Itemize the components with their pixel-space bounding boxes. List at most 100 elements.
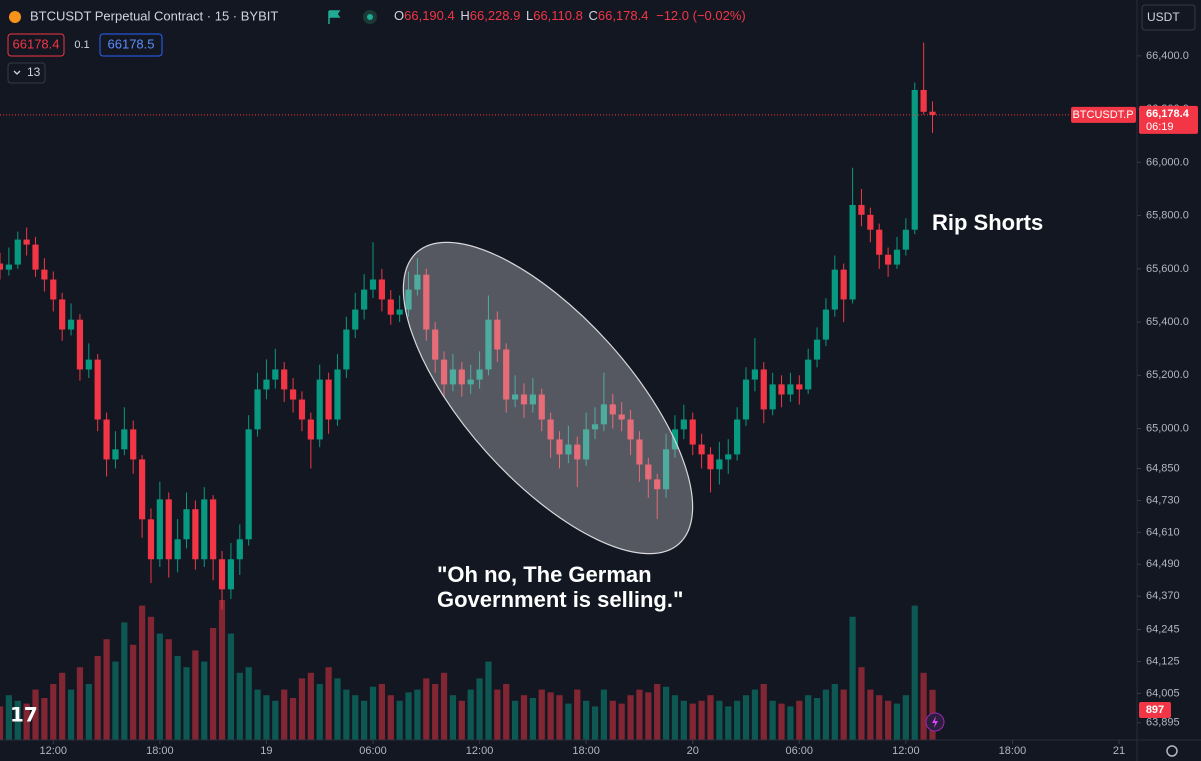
candle-body — [716, 459, 723, 470]
candle-body — [503, 349, 510, 400]
indicators-toggle[interactable] — [7, 62, 46, 84]
candle-body — [263, 379, 270, 390]
annotation: Rip Shorts — [932, 210, 1043, 235]
candle-body — [59, 299, 66, 330]
volume-bar — [369, 686, 377, 740]
candle-body — [476, 369, 483, 380]
candle-body — [813, 339, 821, 360]
y-tick-label: 65,400.0 — [1146, 316, 1189, 328]
volume-bar — [147, 616, 155, 740]
volume-bar — [289, 698, 297, 740]
volume-bar — [760, 684, 767, 740]
candle-body — [556, 439, 563, 455]
ohlc-value: 66,110.8 — [533, 8, 583, 23]
candle-body — [201, 499, 208, 560]
volume-bar — [662, 686, 670, 740]
settings-icon[interactable] — [1166, 745, 1178, 757]
volume-bar — [813, 698, 821, 740]
candle-body — [5, 264, 12, 270]
volume-bar — [902, 695, 909, 740]
volume-bar — [103, 639, 110, 740]
volume-bar — [511, 700, 519, 740]
volume-bar — [387, 695, 394, 740]
volume-bar — [263, 695, 270, 740]
volume-bar — [130, 644, 137, 740]
volume-bar — [50, 684, 57, 740]
candle-body — [654, 479, 661, 490]
volume-bar — [796, 700, 803, 740]
volume-label: 897 — [1146, 704, 1164, 716]
symbol-label-box — [1071, 106, 1136, 123]
candle-body — [485, 319, 492, 370]
volume-bar — [59, 672, 66, 740]
volume-bar — [405, 692, 412, 740]
volume-bar — [556, 695, 563, 740]
candle-body — [725, 454, 732, 460]
candle-body — [760, 369, 767, 410]
currency-button[interactable] — [1141, 4, 1196, 31]
volume-bar — [831, 684, 838, 740]
volume-bar — [707, 695, 714, 740]
candle-body — [23, 239, 30, 245]
candle-body — [130, 429, 137, 460]
candle-body — [911, 89, 918, 230]
volume-bar — [920, 672, 927, 740]
candle-body — [520, 394, 528, 405]
candle-body — [734, 419, 741, 455]
volume-bar — [245, 667, 252, 740]
volume-bar — [574, 689, 581, 740]
tv-logo: 𝟭𝟳 — [10, 704, 38, 726]
candle-body — [449, 369, 457, 385]
volume-bar — [467, 689, 474, 740]
volume-bar — [316, 684, 323, 740]
candle-body — [787, 384, 794, 395]
volume-bar — [547, 692, 554, 740]
candle-body — [316, 379, 323, 440]
spread: 0.1 — [74, 39, 89, 51]
candle-body — [902, 229, 909, 250]
volume-bar — [121, 622, 128, 740]
x-tick-label: 20 — [687, 745, 699, 757]
volume-bar — [476, 678, 483, 740]
candle-body — [467, 379, 474, 385]
volume-bar — [236, 672, 243, 740]
candle-body — [50, 279, 57, 300]
candle-body — [272, 369, 279, 380]
candle-body — [600, 404, 608, 425]
candle-body — [840, 269, 847, 300]
candle-body — [636, 439, 643, 465]
axes: 66,400.066,200.066,000.065,800.065,600.0… — [40, 50, 1198, 757]
volume-label-box — [1139, 702, 1171, 718]
volume-bar — [609, 700, 616, 740]
x-tick-label: 18:00 — [572, 745, 600, 757]
candle-body — [432, 329, 439, 360]
candle-body — [112, 449, 119, 460]
volume-bar — [680, 700, 687, 740]
volume-bar — [218, 600, 226, 740]
symbol-label: BTCUSDT.P — [1072, 109, 1133, 121]
volume-bar — [67, 689, 75, 740]
price-label-box — [1139, 105, 1198, 134]
volume-bar — [5, 695, 12, 740]
flag-icon[interactable] — [328, 10, 341, 24]
y-tick-label: 66,000.0 — [1146, 156, 1189, 168]
volume-bar — [458, 700, 465, 740]
candle-body — [156, 499, 163, 560]
volume-bar — [876, 695, 883, 740]
volume-bar — [325, 667, 332, 740]
candle-body — [689, 419, 696, 445]
x-tick-label: 12:00 — [466, 745, 494, 757]
buy-button[interactable] — [99, 33, 163, 57]
volume-bar — [201, 661, 208, 740]
volume-bar — [520, 695, 528, 740]
volume-bar — [769, 700, 776, 740]
candle-body — [805, 359, 812, 390]
candle-body — [751, 369, 758, 380]
candle-body — [218, 559, 226, 590]
candle-body — [929, 111, 936, 115]
x-tick-label: 19 — [260, 745, 272, 757]
volume-bar — [751, 689, 758, 740]
candle-body — [41, 269, 48, 280]
ohlc-value: 66,190.4 — [404, 8, 455, 23]
sell-button[interactable] — [7, 33, 65, 57]
